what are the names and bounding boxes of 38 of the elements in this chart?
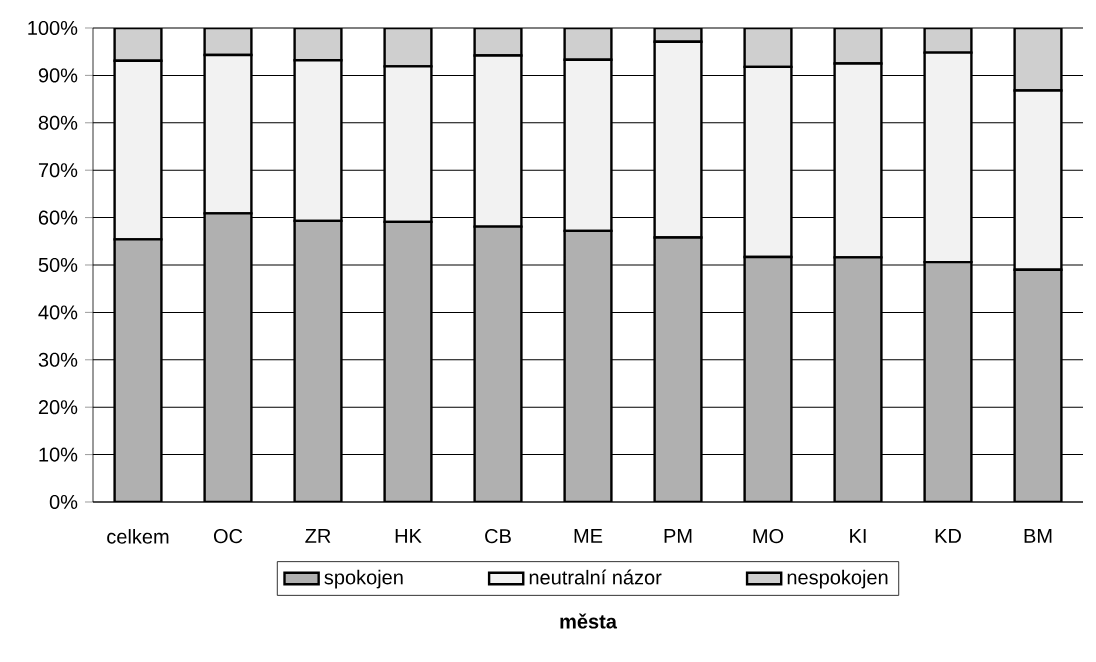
bar [473,225,523,502]
y-tick-label: 0% [49,494,78,510]
legend-label: neutralní názor [529,569,662,585]
y-tick-label: 60% [38,210,78,225]
x-tick-label: CB [485,529,511,544]
bar [1013,27,1063,92]
bar [1013,268,1063,502]
x-tick-label: PM [664,529,692,543]
bar [293,219,343,502]
legend-label: spokojen [324,569,403,589]
bar [203,212,253,502]
bar [563,229,613,502]
x-tick-label: BM [1024,529,1052,543]
y-tick-label: 40% [38,305,78,320]
legend-label: nespokojen [787,569,888,589]
x-tick-label: OC [213,529,243,544]
bar [923,260,973,502]
bar [383,220,433,502]
y-tick-label: 10% [39,447,78,462]
y-tick-label: 30% [38,352,78,367]
y-tick-label: 20% [38,400,78,415]
x-tick-label: KD [935,529,961,543]
y-tick-label: 70% [38,163,78,178]
bar [833,256,883,502]
x-tick-label: ME [574,529,603,543]
bar [653,236,703,502]
x-tick-label: MO [753,529,784,544]
bar [113,238,163,502]
y-tick-label: 100% [28,20,78,36]
y-tick-label: 90% [38,68,78,83]
x-tick-label: ZR [305,529,331,543]
bar [743,255,793,502]
y-tick-label: 50% [38,257,78,273]
x-tick-label: HK [395,529,422,543]
x-tick-label: celkem [107,529,169,544]
x-tick-label: KI [850,529,866,543]
y-tick-label: 80% [38,115,78,130]
x-axis-title: města [560,613,618,629]
